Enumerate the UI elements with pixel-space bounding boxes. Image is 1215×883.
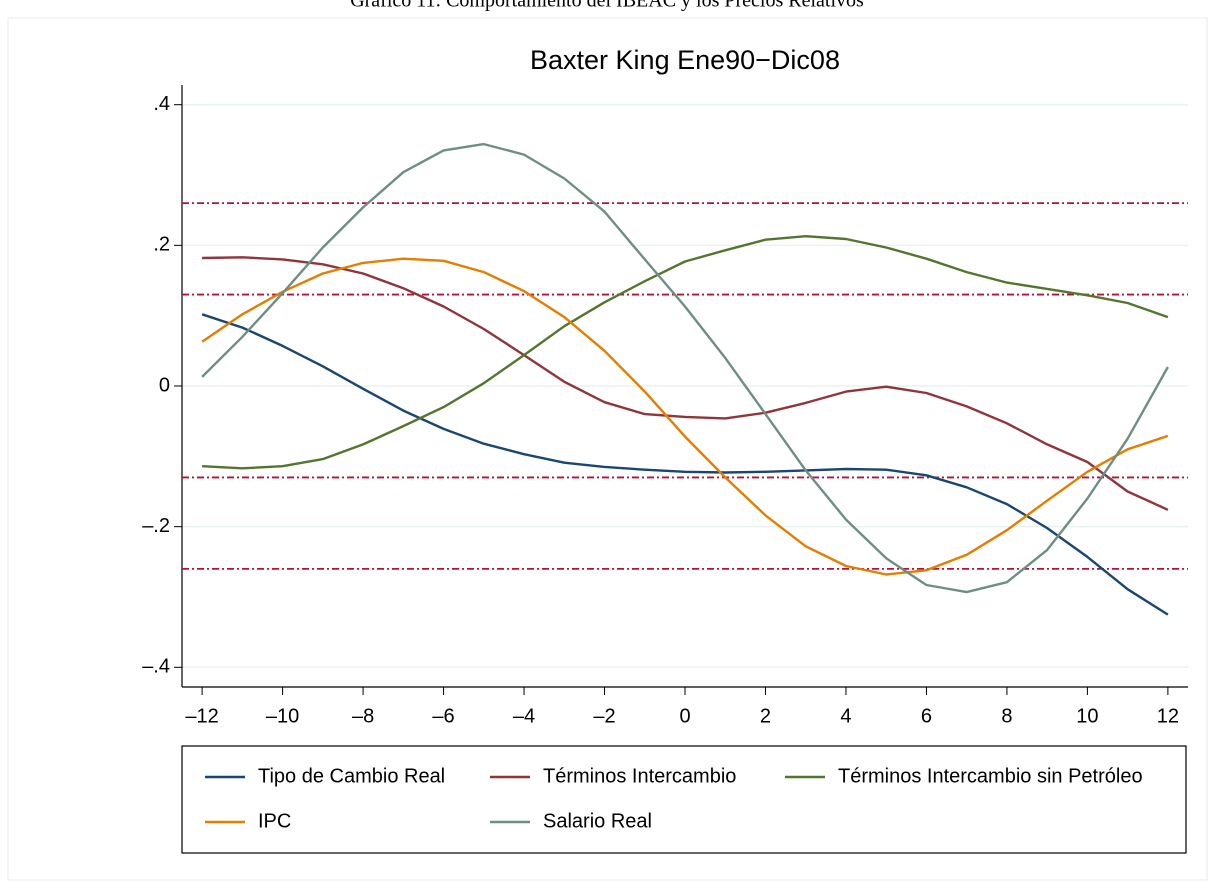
y-tick-label: –.4 bbox=[142, 656, 170, 678]
x-tick-label: –12 bbox=[185, 705, 218, 727]
x-tick-label: 10 bbox=[1076, 705, 1098, 727]
x-tick-label: –4 bbox=[513, 705, 535, 727]
x-tick-label: 2 bbox=[760, 705, 771, 727]
series-line bbox=[202, 256, 1169, 511]
x-tick-label: –10 bbox=[266, 705, 299, 727]
y-tick-label: .4 bbox=[153, 93, 170, 115]
caption: Gráfico 11: Comportamiento del IBEAC y l… bbox=[350, 0, 864, 12]
series-line bbox=[201, 142, 1169, 594]
x-tick-label: 4 bbox=[840, 705, 851, 727]
series-line bbox=[202, 234, 1169, 470]
series-line bbox=[201, 257, 1169, 576]
legend-label: Salario Real bbox=[543, 810, 652, 832]
legend-label: Términos Intercambio sin Petróleo bbox=[838, 765, 1143, 787]
x-tick-label: 0 bbox=[679, 705, 690, 727]
legend-label: Tipo de Cambio Real bbox=[258, 765, 445, 787]
x-tick-label: –2 bbox=[593, 705, 615, 727]
legend-label: Términos Intercambio bbox=[543, 765, 736, 787]
x-tick-label: –6 bbox=[432, 705, 454, 727]
x-tick-label: 12 bbox=[1157, 705, 1179, 727]
x-tick-label: 8 bbox=[1001, 705, 1012, 727]
legend-box bbox=[181, 745, 1187, 854]
y-tick-label: 0 bbox=[159, 374, 170, 396]
chart-title: Baxter King Ene90−Dic08 bbox=[530, 45, 840, 75]
x-tick-label: –8 bbox=[352, 705, 374, 727]
y-tick-label: .2 bbox=[153, 234, 170, 256]
y-tick-label: –.2 bbox=[142, 515, 170, 537]
series-line bbox=[201, 313, 1169, 616]
x-tick-label: 6 bbox=[921, 705, 932, 727]
frame bbox=[7, 17, 1208, 881]
legend-label: IPC bbox=[258, 810, 291, 832]
